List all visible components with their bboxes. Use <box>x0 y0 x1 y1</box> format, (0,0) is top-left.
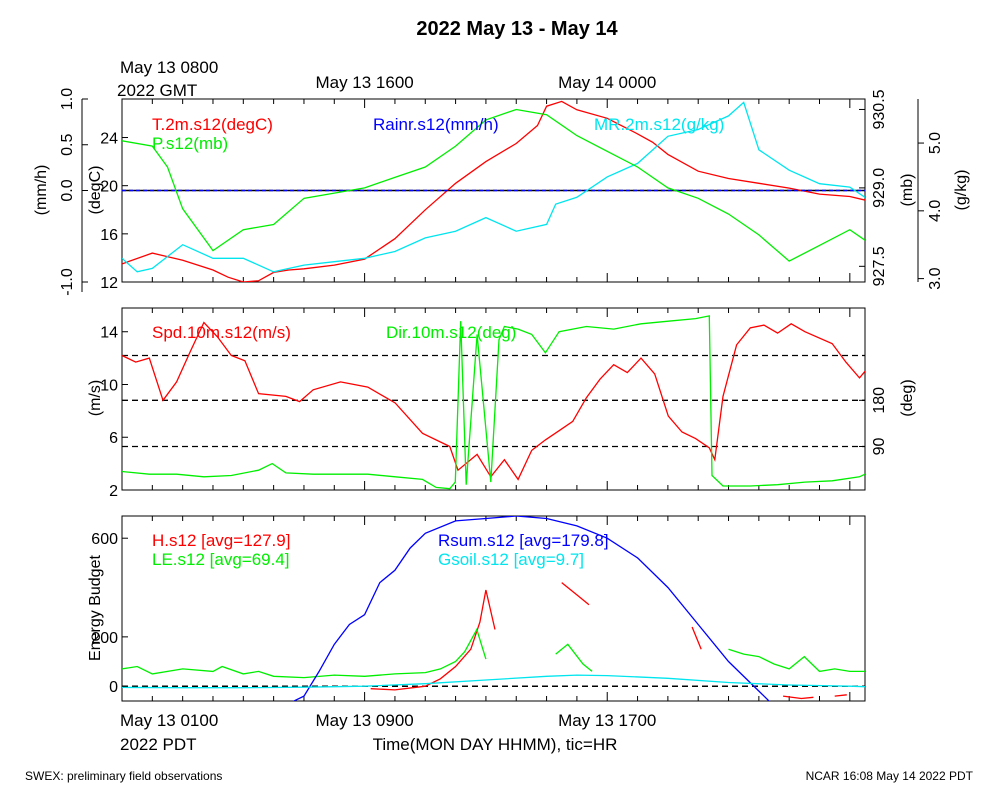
tick-label-rain: 0.0 <box>59 179 76 201</box>
panel-2: 2 6 10 14 (m/s) 90 180 (deg) Spd.10m.s12(m/s) Dir… <box>87 307 916 500</box>
series-Gsoil.s12 [avg=9.7] <box>122 674 865 689</box>
panel-3: 0 200 600 Energy Budget H.s12 [avg=127.9]LE.… <box>87 515 866 702</box>
tick-label-spd: 10 <box>100 377 118 394</box>
panels: -1.00.00.51.0(mm/h)12162024(degC)927.592… <box>33 58 970 754</box>
tick-label-rain: -1.0 <box>59 268 76 296</box>
series-H.s12 [avg=127.9] <box>783 695 814 700</box>
series-H.s12 [avg=127.9] <box>834 694 847 697</box>
footer-left: SWEX: preliminary field observations <box>25 769 222 783</box>
axis-label-energy: Energy Budget <box>87 555 104 661</box>
footer-right: NCAR 16:08 May 14 2022 PDT <box>806 769 974 783</box>
axis-label-rain: (mm/h) <box>33 165 50 216</box>
bottom-axis-tick-label: May 13 0900 <box>315 711 413 730</box>
tick-label-rain: 1.0 <box>59 88 76 110</box>
tick-label-pres: 929.0 <box>871 168 888 208</box>
top-axis-tick-label: May 13 1600 <box>315 73 413 92</box>
tick-label-spd: 14 <box>100 325 118 342</box>
series-T.2m.s12(degC) <box>122 100 865 282</box>
tick-label-energy: 200 <box>91 630 118 647</box>
legend-entry: P.s12(mb) <box>152 134 228 153</box>
series-H.s12 [avg=127.9] <box>561 582 590 606</box>
tick-label-pres: 927.5 <box>871 246 888 286</box>
tick-label-pres: 930.5 <box>871 89 888 129</box>
plot-area <box>122 100 865 282</box>
legend-entry: Rsum.s12 [avg=179.8] <box>438 531 609 550</box>
legend-entry: MR.2m.s12(g/kg) <box>594 115 724 134</box>
legend-entry: T.2m.s12(degC) <box>152 115 273 134</box>
top-axis-tick-label: 2022 GMT <box>117 81 197 100</box>
axis-label-temp: (degC) <box>87 166 104 215</box>
tick-label-temp: 16 <box>100 227 118 244</box>
tick-label-rain: 0.5 <box>59 134 76 156</box>
tick-label-dir: 90 <box>871 437 888 455</box>
bottom-axis-tick-label: May 13 1700 <box>558 711 656 730</box>
tick-label-energy: 0 <box>109 679 118 696</box>
axis-label-dir: (deg) <box>899 379 916 416</box>
legend-entry: LE.s12 [avg=69.4] <box>152 550 290 569</box>
legend-entry: Rainr.s12(mm/h) <box>373 115 499 134</box>
plot-area <box>122 516 865 701</box>
tick-label-temp: 12 <box>100 275 118 292</box>
series-LE.s12 [avg=69.4] <box>122 627 487 679</box>
tick-label-spd: 6 <box>109 430 118 447</box>
tick-label-dir: 180 <box>871 387 888 414</box>
series-Dir.10m.s12(deg) <box>122 315 865 490</box>
axis-label-spd: (m/s) <box>87 380 104 416</box>
bottom-axis-tick-label: 2022 PDT <box>120 735 197 754</box>
tick-label-energy: 600 <box>91 531 118 548</box>
series-H.s12 [avg=127.9] <box>370 589 496 691</box>
top-axis-tick-label: May 14 0000 <box>558 73 656 92</box>
legend-entry: Dir.10m.s12(deg) <box>386 323 516 342</box>
series-MR.2m.s12(g/kg) <box>122 101 865 273</box>
legend-entry: H.s12 [avg=127.9] <box>152 531 290 550</box>
axis-label-mr: (g/kg) <box>953 170 970 211</box>
legend-entry: Spd.10m.s12(m/s) <box>152 323 291 342</box>
tick-label-mr: 3.0 <box>927 267 944 289</box>
series-H.s12 [avg=127.9] <box>691 626 702 650</box>
figure-title: 2022 May 13 - May 14 <box>416 18 618 40</box>
top-axis-tick-label: May 13 0800 <box>120 58 218 77</box>
series-Rsum.s12 [avg=179.8] <box>292 516 770 701</box>
bottom-axis-tick-label: May 13 0100 <box>120 711 218 730</box>
legend-entry: Gsoil.s12 [avg=9.7] <box>438 550 584 569</box>
plot-area <box>122 315 865 490</box>
tick-label-mr: 4.0 <box>927 200 944 222</box>
tick-label-spd: 2 <box>109 483 118 500</box>
series-LE.s12 [avg=69.4] <box>555 643 593 672</box>
bottom-axis-label: Time(MON DAY HHMM), tic=HR <box>373 735 618 754</box>
tick-label-temp: 24 <box>100 131 118 148</box>
tick-label-mr: 5.0 <box>927 132 944 154</box>
series-P.s12(mb) <box>122 108 865 262</box>
panel-1: -1.0 0.0 0.5 1.0 (mm/h) 12 16 20 24 (degC) 927.5 92… <box>33 88 970 296</box>
axis-label-pres: (mb) <box>899 174 916 207</box>
series-LE.s12 [avg=69.4] <box>728 648 865 673</box>
plot-frame <box>121 307 866 491</box>
plot-frame <box>121 515 866 702</box>
tick-label-temp: 20 <box>100 179 118 196</box>
series-Spd.10m.s12(m/s) <box>122 321 865 481</box>
